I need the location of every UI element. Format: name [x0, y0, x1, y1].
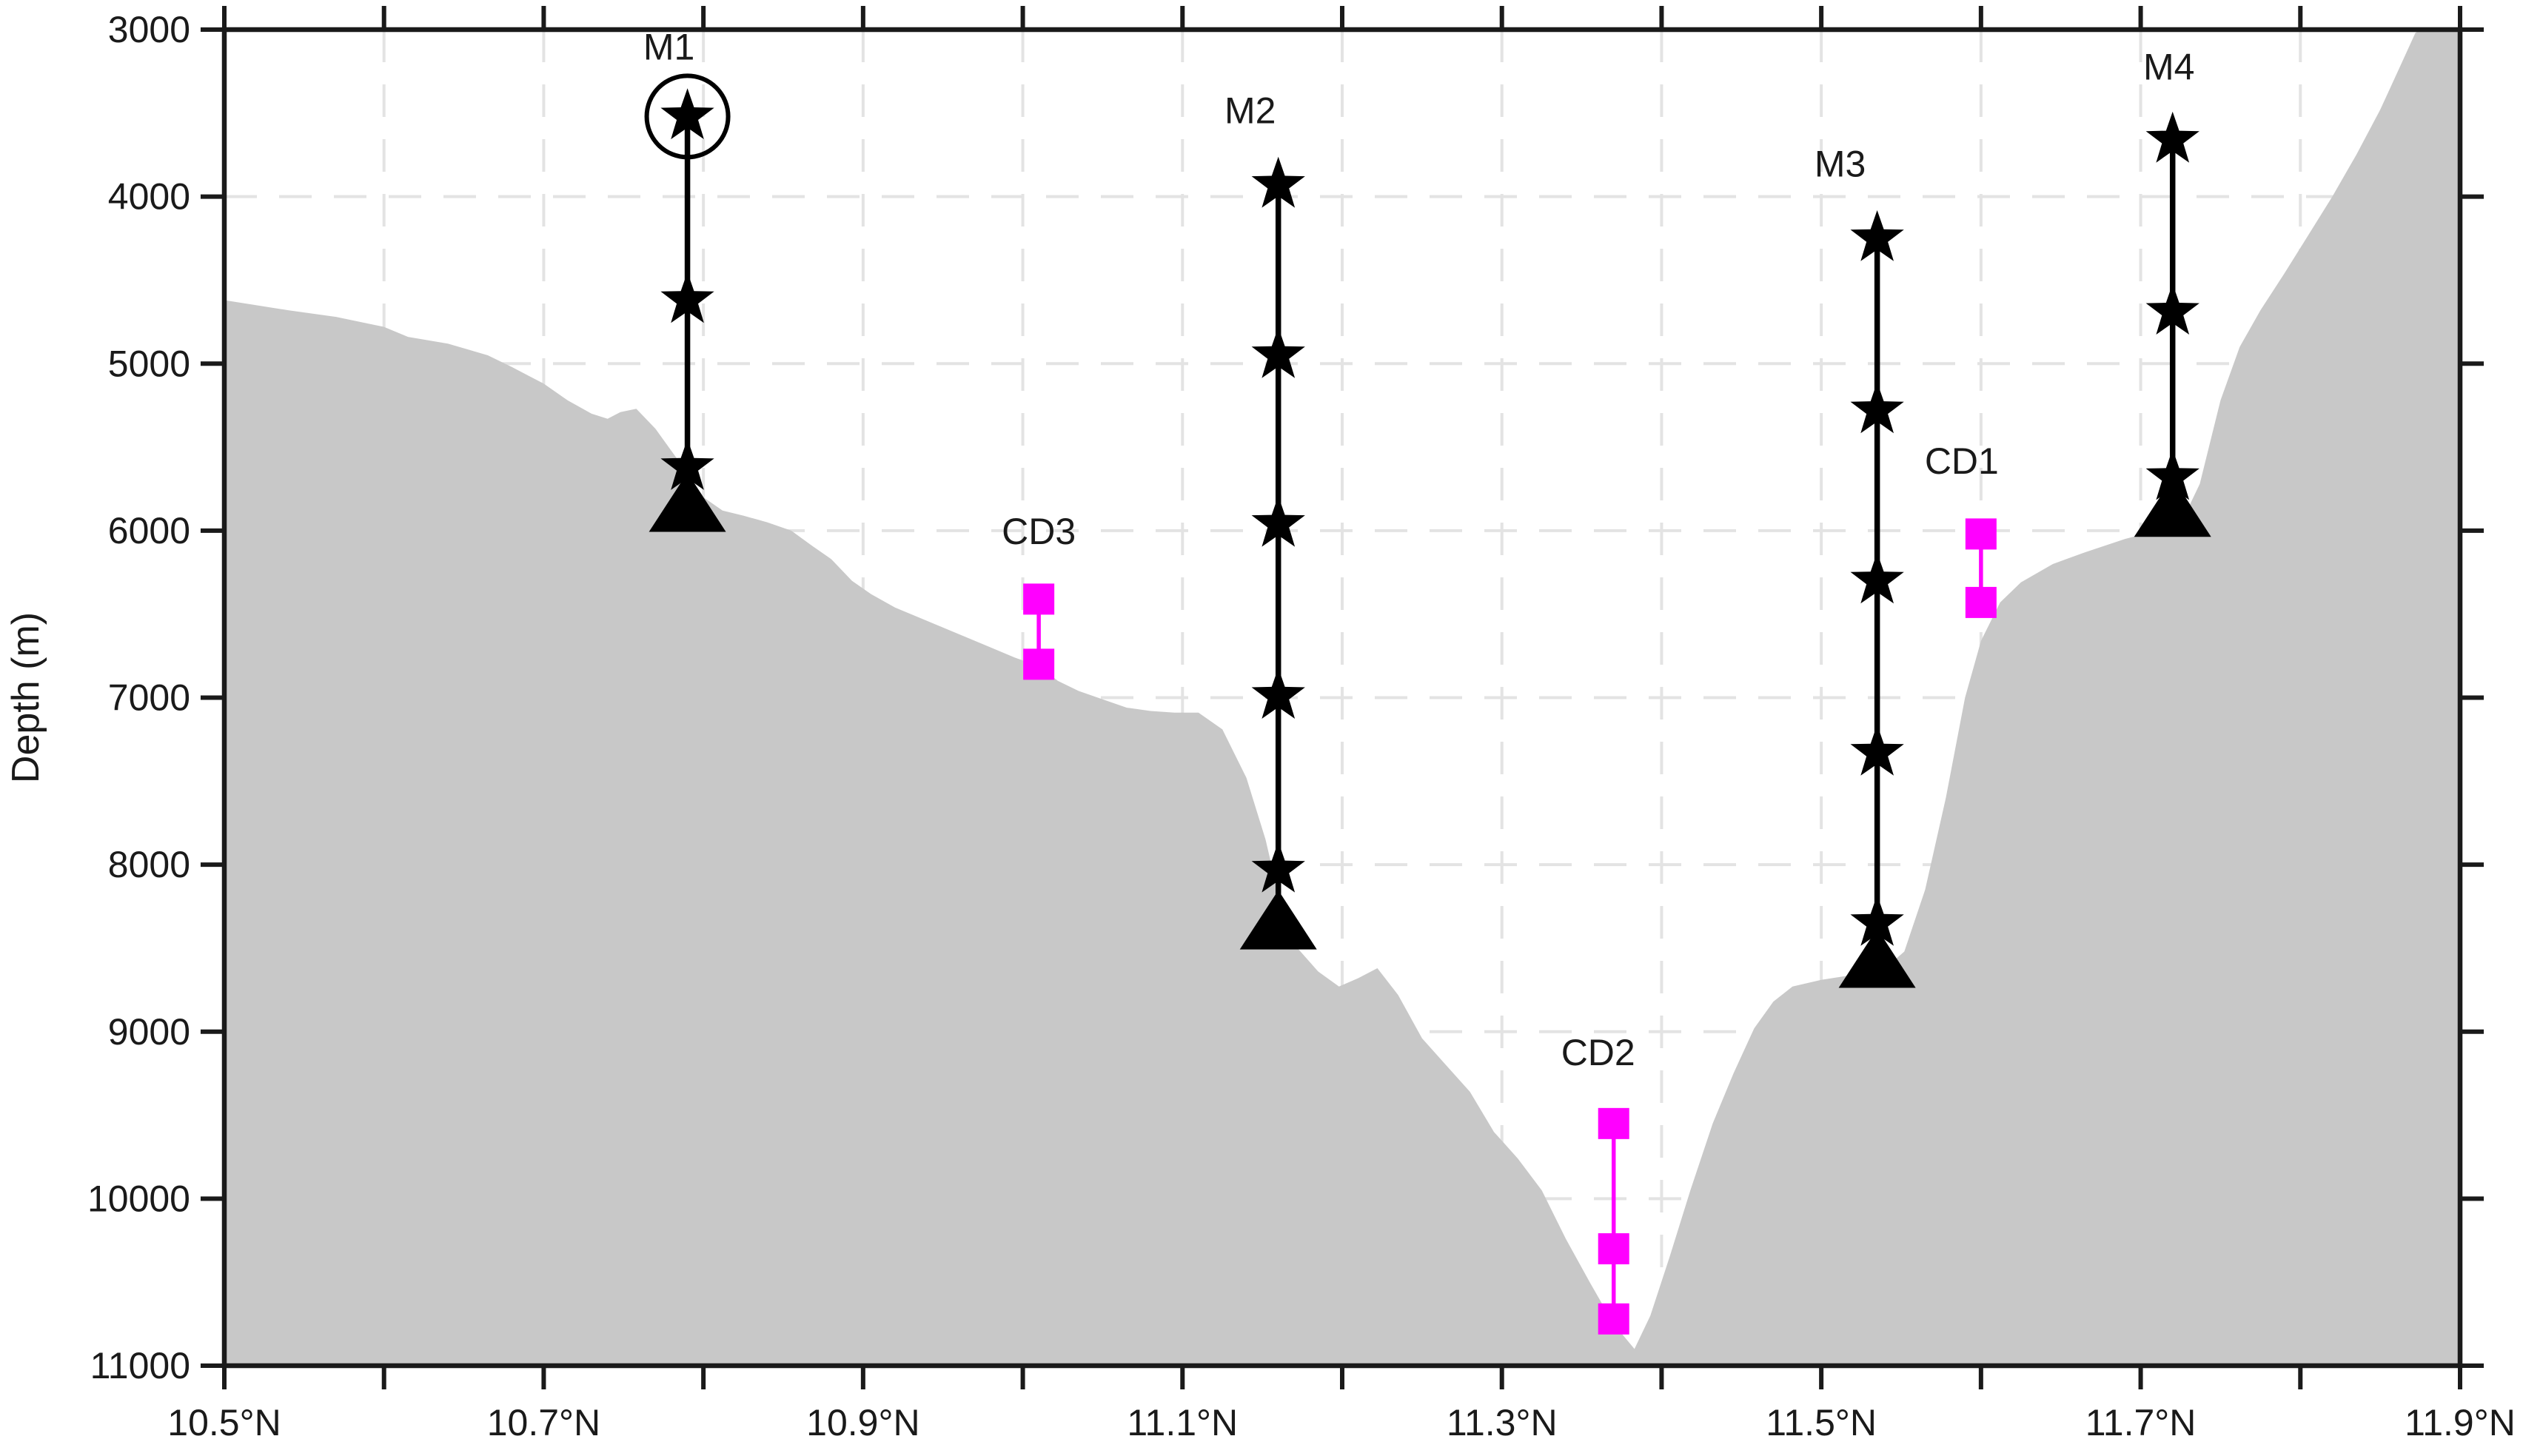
cast-square-marker [1598, 1107, 1629, 1139]
mooring-label: M2 [1224, 90, 1276, 131]
y-tick-label: 6000 [108, 510, 190, 551]
instrument-star-marker [2145, 111, 2199, 163]
instrument-star-marker [2145, 449, 2199, 500]
instrument-star-marker [1251, 841, 1305, 893]
cast-square-marker [1023, 583, 1055, 615]
instrument-star-marker [1850, 895, 1904, 946]
instrument-star-marker [1251, 668, 1305, 719]
y-tick-label: 4000 [108, 176, 190, 218]
anchor-triangle-marker [1239, 890, 1317, 950]
cast-CD3: CD3 [1002, 511, 1076, 680]
y-tick-label: 3000 [108, 9, 190, 50]
seafloor-area [224, 30, 2460, 1366]
cast-label: CD3 [1002, 511, 1076, 552]
instrument-star-marker [1251, 327, 1305, 378]
cast-CD2: CD2 [1561, 1032, 1635, 1335]
instrument-star-marker [1251, 495, 1305, 547]
mooring-M3: M3 [1815, 144, 1916, 988]
x-tick-label: 10.9°N [806, 1402, 919, 1443]
y-tick-label: 10000 [87, 1178, 190, 1219]
x-tick-label: 11.1°N [1127, 1402, 1238, 1443]
instrument-star-marker [660, 272, 714, 323]
mooring-M2: M2 [1224, 90, 1317, 950]
y-axis-title: Depth (m) [4, 612, 47, 783]
x-tick-label: 10.5°N [167, 1402, 281, 1443]
axes [201, 6, 2484, 1389]
instrument-star-marker [1850, 382, 1904, 434]
x-tick-label: 10.7°N [487, 1402, 600, 1443]
y-tick-label: 11000 [90, 1345, 190, 1386]
cast-square-marker [1965, 518, 1997, 550]
cast-square-marker [1598, 1233, 1629, 1265]
cast-square-marker [1598, 1303, 1629, 1335]
mooring-label: M1 [643, 27, 694, 68]
y-tick-label: 8000 [108, 844, 190, 885]
instrument-star-marker [660, 439, 714, 490]
mooring-label: M4 [2143, 47, 2194, 88]
cast-square-marker [1965, 586, 1997, 618]
cast-label: CD2 [1561, 1032, 1635, 1073]
seafloor-profile [224, 30, 2460, 1366]
y-tick-label: 9000 [108, 1011, 190, 1053]
x-tick-label: 11.9°N [2405, 1402, 2516, 1443]
anchor-triangle-marker [1838, 928, 1916, 988]
circled-star-outline [644, 73, 731, 160]
x-tick-label: 11.7°N [2085, 1402, 2197, 1443]
mooring-M1: M1 [643, 27, 731, 532]
cast-CD1: CD1 [1925, 440, 1999, 618]
x-axis-tick-labels: 10.5°N 10.7°N 10.9°N 11.1°N 11.3°N 11.5°N 11.7… [167, 1402, 2516, 1443]
x-tick-label: 11.5°N [1766, 1402, 1877, 1443]
y-tick-label: 5000 [108, 343, 190, 384]
y-axis-label: Depth (m) [4, 612, 47, 783]
anchor-triangle-marker [2134, 477, 2211, 537]
instrument-star-marker [1251, 156, 1305, 208]
mooring-label: M3 [1815, 144, 1866, 185]
cast-label: CD1 [1925, 440, 1999, 482]
x-tick-label: 11.3°N [1447, 1402, 1558, 1443]
instrument-star-marker [2145, 284, 2199, 335]
mooring-M4: M4 [2134, 47, 2211, 537]
anchor-triangle-marker [649, 472, 726, 532]
y-tick-label: 7000 [108, 677, 190, 719]
instrument-star-marker [1850, 725, 1904, 776]
instrument-star-marker [1850, 552, 1904, 604]
cast-square-marker [1023, 648, 1055, 680]
y-axis-tick-labels: 3000 4000 5000 6000 7000 8000 9000 10000 11000 [87, 9, 190, 1386]
instrument-star-marker [660, 88, 714, 140]
instrument-star-marker [1850, 210, 1904, 261]
